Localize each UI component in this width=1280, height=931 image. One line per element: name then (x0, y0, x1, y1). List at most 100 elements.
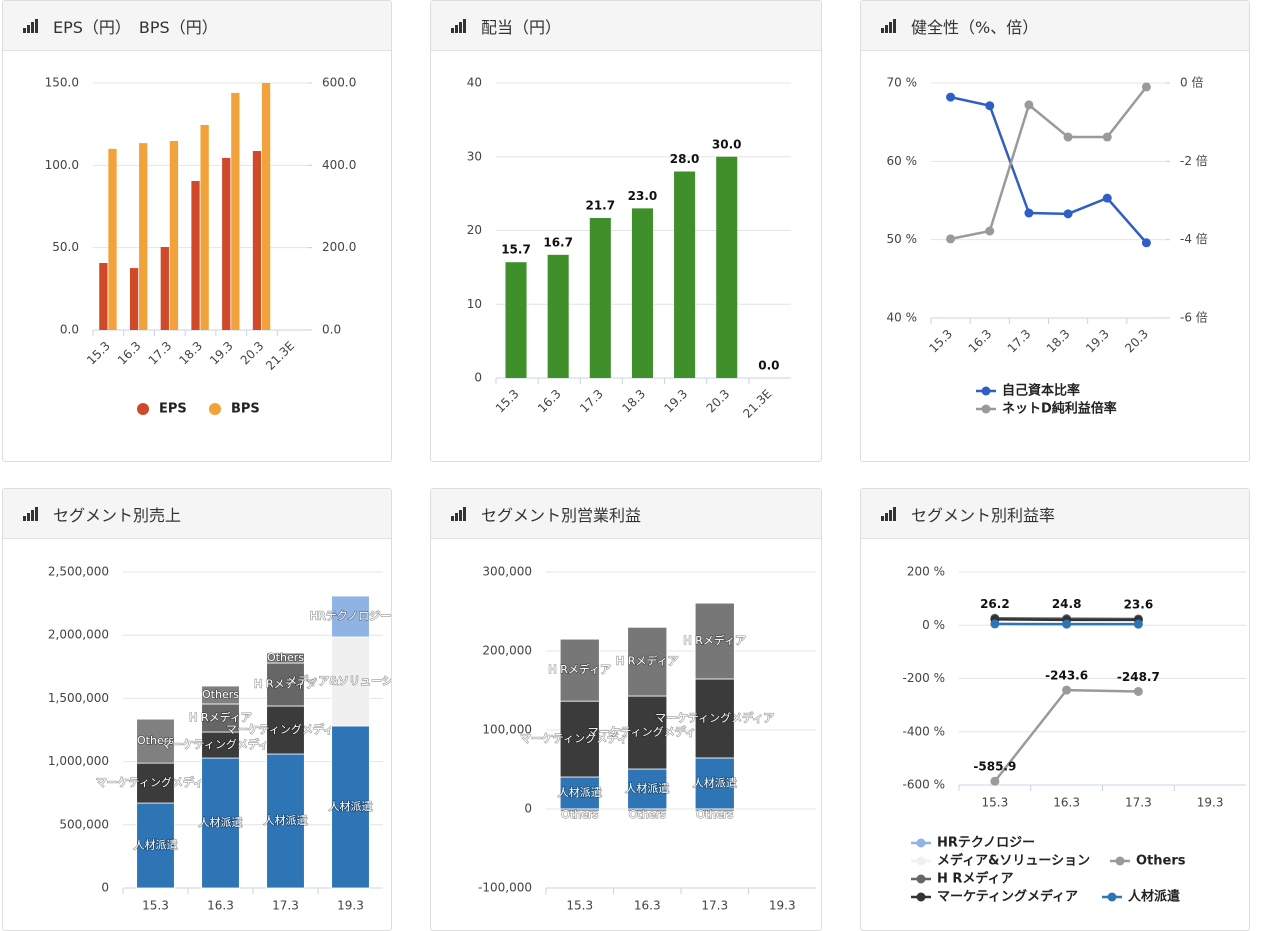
panel: 健全性（%、倍） 40 % 50 % 60 % 70 % -6 倍 -4 倍 -2 倍 0 倍… (860, 0, 1250, 462)
icon (451, 18, 466, 33)
data-label: 23.0 (628, 189, 658, 203)
y-tick-label: 100,000 (482, 723, 532, 737)
y-tick-label: 40 % (887, 311, 918, 325)
legend-label: 人材派遣 (1128, 889, 1180, 905)
x-tick-label: 16.3 (634, 899, 661, 913)
y-tick-label: 100.0 (45, 158, 79, 172)
segment-label: H Rメディア (548, 662, 611, 676)
panel: セグメント別営業利益 -100,000 0 100,000 200,000 300,00… (430, 488, 822, 931)
bar-segment (627, 808, 668, 812)
segment-label: Others (137, 734, 174, 747)
data-label: 26.2 (980, 597, 1010, 611)
segment-label: Others (629, 808, 666, 821)
x-tick-label: 16.3 (966, 327, 995, 356)
icon (23, 18, 38, 33)
legend-marker (916, 874, 926, 884)
line (950, 95, 1148, 244)
y-tick-label: 2,500,000 (48, 565, 109, 579)
icon (881, 506, 896, 521)
x-tick-label: 15.3 (926, 327, 955, 356)
bar-segment (694, 602, 735, 680)
panel: セグメント別利益率 -600 % -400 % -200 % 0 % 200 % 15.3… (860, 488, 1250, 931)
bar (191, 180, 200, 330)
bar-segment (627, 695, 668, 770)
y-tick-label: -600 % (903, 778, 945, 792)
y-tick-label: 20 (467, 223, 482, 237)
x-tick-label: 21.3E (740, 387, 774, 421)
segment-label: HRテクノロジー (310, 609, 391, 622)
legend-marker (1115, 856, 1125, 866)
segment-label: H Rメディア (683, 633, 746, 647)
point (1133, 686, 1143, 696)
bar (505, 262, 527, 378)
bar (200, 124, 209, 331)
y-tick-label: 50 % (887, 232, 918, 246)
panel-title: EPS（円） BPS（円） (53, 17, 218, 37)
point (1062, 619, 1072, 629)
segment-label: マーケティングメディア (226, 722, 345, 736)
y-tick-label: 300,000 (482, 565, 532, 579)
segment-label: H Rメディア (254, 676, 317, 690)
bar-segment (266, 662, 305, 707)
bar-segment (331, 636, 370, 727)
legend-label: メディア&ソリューション (937, 853, 1090, 869)
bar (108, 148, 117, 330)
panel-header: EPS（円） BPS（円） (3, 1, 391, 51)
panel-header: セグメント別営業利益 (431, 489, 821, 539)
legend-marker (981, 386, 991, 396)
bar-segment (559, 638, 600, 702)
bar-segment (694, 757, 735, 810)
x-tick-label: 18.3 (619, 387, 648, 416)
y2-tick-label: -2 倍 (1180, 153, 1208, 168)
x-tick-label: 19.3 (207, 339, 236, 368)
x-tick-label: 16.3 (115, 339, 144, 368)
chart: -100,000 0 100,000 200,000 300,000 15.3 16.3 17… (478, 565, 816, 913)
segment-label: H Rメディア (616, 654, 679, 668)
point (1102, 193, 1112, 203)
legend-marker (1107, 892, 1117, 902)
point (1062, 685, 1072, 695)
segment-label: メディア&ソリューション (286, 673, 392, 687)
legend-label: EPS (159, 402, 187, 417)
x-tick-label: 16.3 (207, 899, 234, 913)
segment-label: Others (696, 808, 733, 821)
legend-label: マーケティングメディア (937, 889, 1078, 905)
bar-segment (266, 753, 305, 889)
x-tick-label: 15.3 (84, 339, 113, 368)
panel-title: セグメント別利益率 (911, 505, 1056, 525)
data-label: -248.7 (1117, 670, 1160, 684)
chart: 0 500,000 1,000,000 1,500,000 2,000,000 2,500… (48, 565, 392, 913)
point (990, 619, 1000, 629)
legend-label: HRテクノロジー (937, 836, 1035, 851)
legend-label: H Rメディア (937, 871, 1014, 887)
data-label: 30.0 (712, 137, 742, 151)
segment-label: マーケティングメディア (588, 725, 707, 739)
x-tick-label: 15.3 (566, 899, 593, 913)
icon (23, 506, 38, 521)
y-tick-label: 200,000 (482, 644, 532, 658)
legend-label: Others (1136, 854, 1186, 869)
bar-segment (694, 678, 735, 759)
bar (222, 157, 231, 330)
data-label: -585.9 (973, 760, 1016, 774)
x-tick-label: 15.3 (142, 899, 169, 913)
bar (547, 254, 569, 378)
y-tick-label: -400 % (903, 724, 945, 738)
y-tick-label: 200 % (907, 565, 945, 579)
segment-label: 人材派遣 (264, 813, 308, 827)
x-tick-label: 19.3 (337, 899, 364, 913)
icon (451, 506, 466, 521)
bar (674, 171, 696, 378)
x-tick-label: 19.3 (769, 899, 796, 913)
bar-segment (559, 808, 600, 812)
bar (716, 156, 738, 378)
segment-label: 人材派遣 (558, 785, 602, 799)
bar-segment (201, 757, 240, 889)
segment-label: マーケティングメディア (655, 710, 774, 724)
panel: 配当（円） 0 10 20 30 40 15.3 16.3 17.3 18.3 19.3 20.3 2… (430, 0, 822, 462)
legend-marker (916, 856, 926, 866)
legend-label: 自己資本比率 (1002, 383, 1080, 399)
bar (631, 208, 653, 378)
y-tick-label: 0.0 (60, 323, 79, 337)
